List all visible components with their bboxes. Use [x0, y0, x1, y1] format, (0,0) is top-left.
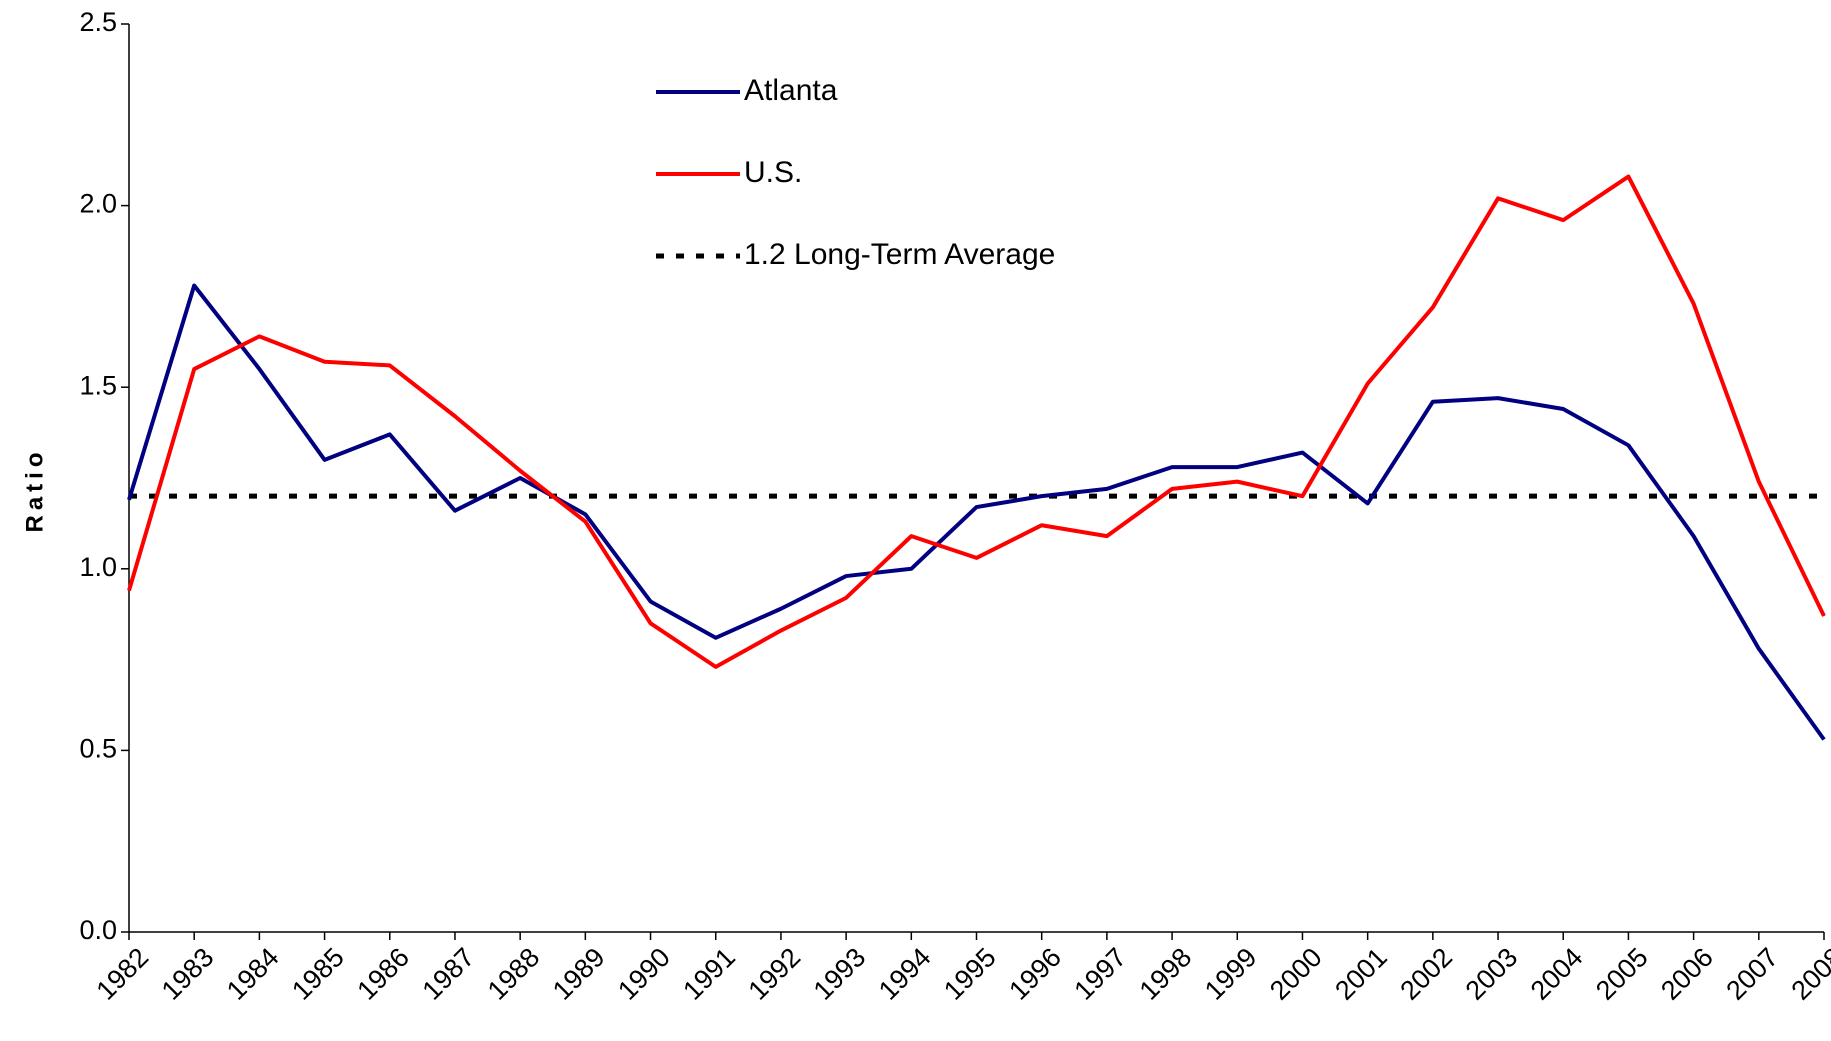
x-tick-label: 2000	[1264, 942, 1328, 1006]
y-tick-label: 1.5	[79, 370, 117, 400]
legend-label: Atlanta	[744, 74, 838, 107]
x-tick-label: 2002	[1394, 942, 1458, 1006]
x-tick-label: 2006	[1655, 942, 1719, 1006]
x-tick-label: 1991	[677, 942, 741, 1006]
y-tick-label: 2.0	[79, 189, 117, 219]
y-tick-label: 1.0	[79, 552, 117, 582]
x-tick-label: 1984	[221, 942, 285, 1006]
y-tick-label: 0.5	[79, 734, 117, 764]
x-tick-label: 1993	[808, 942, 872, 1006]
x-tick-label: 1982	[91, 942, 155, 1006]
x-tick-label: 1988	[482, 942, 546, 1006]
x-tick-label: 2008	[1786, 942, 1831, 1006]
y-tick-label: 2.5	[79, 7, 117, 37]
x-tick-label: 2004	[1525, 942, 1589, 1006]
x-tick-label: 1987	[417, 942, 481, 1006]
x-tick-label: 1986	[351, 942, 415, 1006]
legend-label: 1.2 Long-Term Average	[744, 238, 1055, 271]
x-tick-label: 1989	[547, 942, 611, 1006]
series-line	[127, 174, 1826, 669]
x-tick-label: 1997	[1068, 942, 1132, 1006]
x-tick-label: 1998	[1134, 942, 1198, 1006]
legend-label: U.S.	[744, 156, 802, 189]
x-tick-label: 2003	[1460, 942, 1524, 1006]
y-axis-label: Ratio	[21, 448, 48, 533]
x-tick-label: 1990	[612, 942, 676, 1006]
x-tick-label: 2001	[1329, 942, 1393, 1006]
x-tick-label: 2007	[1720, 942, 1784, 1006]
x-tick-label: 1994	[873, 942, 937, 1006]
x-tick-label: 1996	[1003, 942, 1067, 1006]
x-tick-label: 1999	[1199, 942, 1263, 1006]
x-tick-label: 1995	[938, 942, 1002, 1006]
x-tick-label: 1985	[286, 942, 350, 1006]
series-line	[127, 283, 1826, 741]
x-tick-label: 1992	[743, 942, 807, 1006]
y-tick-label: 0.0	[79, 915, 117, 945]
x-tick-label: 1983	[156, 942, 220, 1006]
x-tick-label: 2005	[1590, 942, 1654, 1006]
